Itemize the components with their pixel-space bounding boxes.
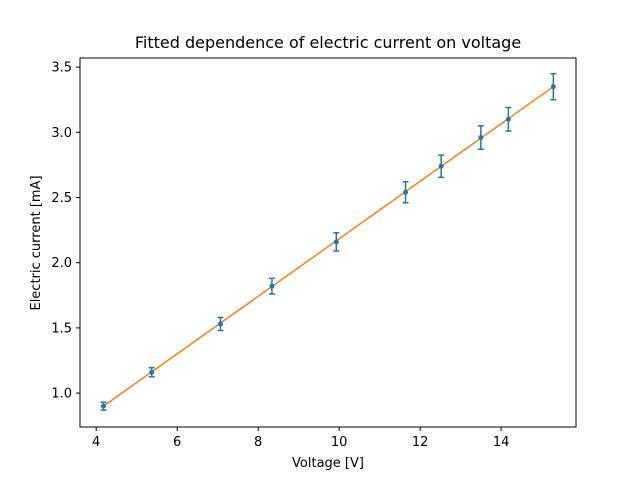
x-tick-label: 6 bbox=[173, 435, 181, 450]
fit-line bbox=[103, 86, 554, 407]
ticks: 4 6 8 10 12 14 1.0 1.5 2.0 2.5 3.0 3.5 bbox=[51, 61, 509, 450]
chart-title: Fitted dependence of electric current on… bbox=[135, 33, 521, 52]
y-tick-label: 2.0 bbox=[51, 256, 72, 271]
x-tick-label: 14 bbox=[493, 435, 510, 450]
point-marker bbox=[269, 283, 275, 289]
data-point bbox=[100, 401, 107, 411]
y-tick-label: 2.5 bbox=[51, 191, 72, 206]
x-tick-label: 4 bbox=[92, 435, 100, 450]
point-marker bbox=[403, 189, 409, 195]
point-marker bbox=[478, 135, 484, 141]
data-point bbox=[402, 181, 409, 204]
y-tick-label: 3.5 bbox=[51, 61, 72, 76]
y-tick-label: 3.0 bbox=[51, 126, 72, 141]
x-axis-label: Voltage [V] bbox=[292, 456, 364, 471]
x-tick-label: 10 bbox=[331, 435, 348, 450]
point-marker bbox=[217, 321, 223, 327]
point-marker bbox=[505, 116, 511, 122]
y-tick-label: 1.0 bbox=[51, 387, 72, 402]
x-tick-label: 8 bbox=[254, 435, 262, 450]
y-tick-label: 1.5 bbox=[51, 321, 72, 336]
point-marker bbox=[149, 369, 155, 375]
point-marker bbox=[333, 239, 339, 245]
point-marker bbox=[438, 163, 444, 169]
data-point bbox=[438, 154, 445, 179]
data-point bbox=[550, 72, 557, 101]
plot-area bbox=[100, 72, 557, 411]
x-tick-label: 12 bbox=[412, 435, 429, 450]
data-point bbox=[268, 277, 275, 295]
data-point bbox=[505, 106, 512, 132]
data-point bbox=[148, 366, 155, 378]
data-point bbox=[477, 125, 484, 151]
axes-frame bbox=[79, 57, 577, 428]
data-point bbox=[217, 316, 224, 332]
point-marker bbox=[550, 84, 556, 90]
data-point bbox=[333, 231, 340, 252]
y-axis-label: Electric current [mA] bbox=[29, 175, 44, 310]
point-marker bbox=[100, 403, 106, 409]
